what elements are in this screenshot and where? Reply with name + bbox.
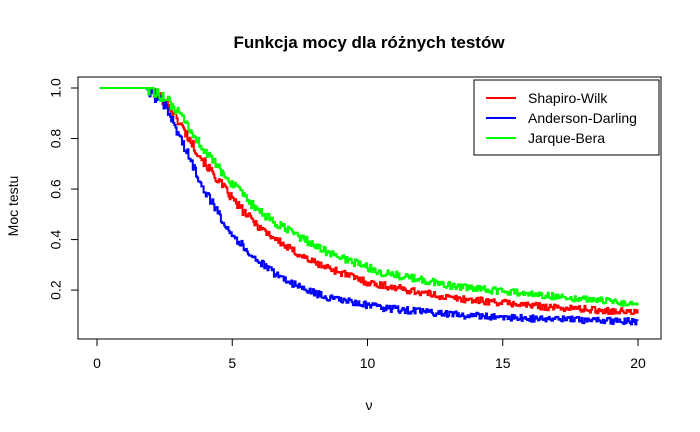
x-tick-label-0: 0 bbox=[93, 355, 101, 371]
series-line-0 bbox=[99, 87, 639, 316]
y-tick-label-1: 0.4 bbox=[48, 230, 64, 250]
x-tick-label-2: 10 bbox=[360, 355, 376, 371]
legend-label-0: Shapiro-Wilk bbox=[528, 90, 608, 106]
y-tick-label-4: 1.0 bbox=[48, 78, 64, 98]
series-layer bbox=[99, 87, 639, 326]
legend: Shapiro-Wilk Anderson-Darling Jarque-Bera bbox=[473, 79, 660, 156]
y-axis: 0.2 0.4 0.6 0.8 1.0 bbox=[48, 78, 78, 300]
legend-label-1: Anderson-Darling bbox=[528, 110, 637, 126]
x-tick-label-3: 15 bbox=[495, 355, 511, 371]
y-tick-label-0: 0.2 bbox=[48, 280, 64, 300]
y-axis-label: Moc testu bbox=[5, 176, 21, 237]
y-tick-label-3: 0.8 bbox=[48, 129, 64, 149]
series-line-1 bbox=[99, 87, 639, 326]
legend-label-2: Jarque-Bera bbox=[528, 130, 605, 146]
plot-frame bbox=[77, 76, 662, 340]
y-tick-label-2: 0.6 bbox=[48, 179, 64, 199]
x-tick-label-1: 5 bbox=[228, 355, 236, 371]
x-axis: 0 5 10 15 20 bbox=[93, 339, 646, 371]
series-line-2 bbox=[99, 87, 639, 307]
chart-title: Funkcja mocy dla różnych testów bbox=[233, 33, 505, 52]
x-tick-label-4: 20 bbox=[630, 355, 646, 371]
x-axis-label: ν bbox=[366, 397, 373, 413]
